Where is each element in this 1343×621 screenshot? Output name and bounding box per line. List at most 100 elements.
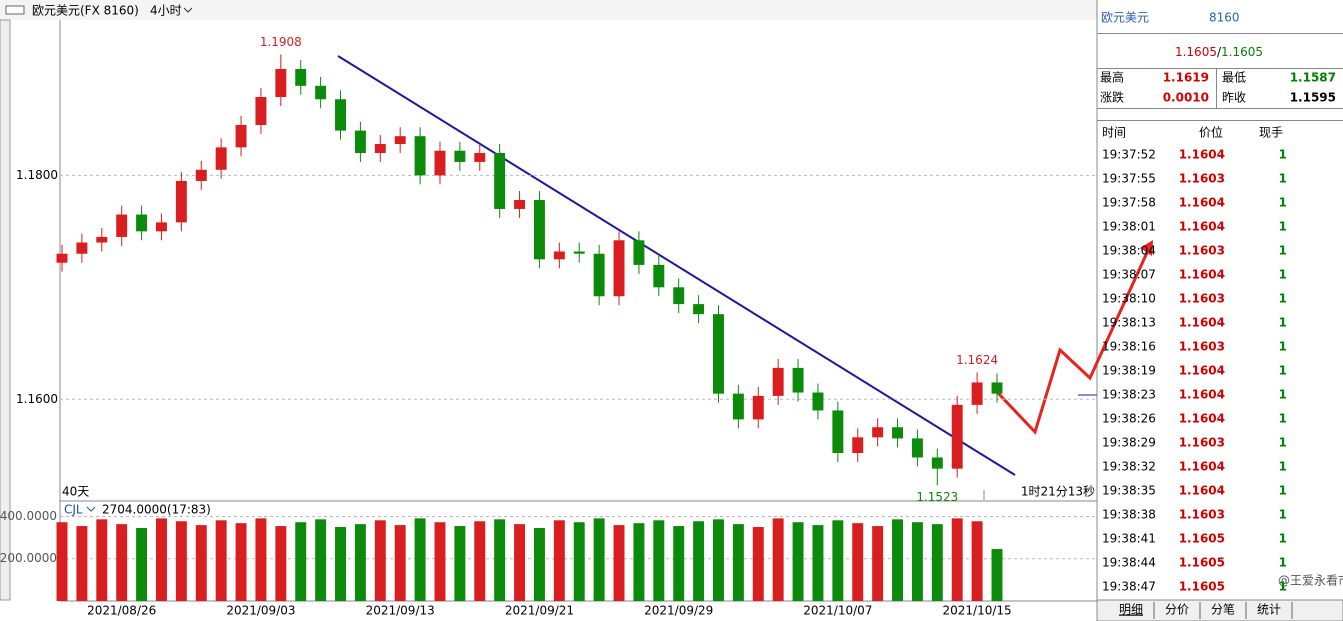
tick-price: 1.1604 bbox=[1179, 196, 1225, 210]
volume-bar bbox=[514, 524, 526, 601]
candle-body bbox=[772, 367, 784, 396]
candle-body bbox=[732, 393, 744, 420]
x-tick-label: 2021/09/21 bbox=[505, 604, 574, 618]
x-tick-label: 2021/10/07 bbox=[803, 604, 872, 618]
quote-code: 8160 bbox=[1209, 11, 1240, 25]
candle-body bbox=[971, 382, 983, 405]
stat-value: 1.1595 bbox=[1290, 91, 1336, 105]
tick-time: 19:38:04 bbox=[1102, 244, 1156, 258]
stat-value: 1.1587 bbox=[1290, 71, 1336, 85]
candle-body bbox=[434, 150, 446, 176]
candle-body bbox=[931, 457, 943, 469]
tick-qty: 1 bbox=[1279, 340, 1287, 354]
volume-bar bbox=[295, 522, 307, 601]
panel-line bbox=[1097, 108, 1343, 109]
candle-body bbox=[713, 314, 724, 394]
dropdown-arrow[interactable] bbox=[86, 506, 96, 512]
tick-time: 19:38:32 bbox=[1102, 460, 1156, 474]
tab[interactable]: 统计 bbox=[1257, 603, 1281, 617]
volume-bar bbox=[573, 522, 585, 601]
tick-qty: 1 bbox=[1279, 484, 1287, 498]
tick-price: 1.1604 bbox=[1179, 148, 1225, 162]
tick-price: 1.1604 bbox=[1179, 484, 1225, 498]
volume-bar bbox=[752, 527, 764, 601]
candle-body bbox=[96, 236, 108, 243]
x-tick-label: 2021/09/03 bbox=[226, 604, 295, 618]
symbol: 欧元美元(FX 8160) bbox=[32, 4, 139, 18]
tab[interactable]: 明细 bbox=[1119, 603, 1143, 617]
period[interactable]: 4小时 bbox=[150, 4, 182, 18]
candle-body bbox=[295, 69, 307, 86]
volume-label[interactable]: CJL bbox=[64, 503, 83, 517]
tick-time: 19:38:07 bbox=[1102, 268, 1156, 282]
volume-bar bbox=[195, 525, 207, 601]
tick-price: 1.1604 bbox=[1179, 412, 1225, 426]
price-part: 1.1605 bbox=[1175, 45, 1217, 59]
candle-body bbox=[195, 169, 207, 181]
x-tick-label: 2021/09/13 bbox=[366, 604, 435, 618]
tick-time: 19:38:26 bbox=[1102, 412, 1156, 426]
x-tick-label: 2021/08/26 bbox=[87, 604, 156, 618]
tick-time: 19:38:44 bbox=[1102, 556, 1156, 570]
candle-body bbox=[991, 382, 1003, 394]
tick-qty: 1 bbox=[1279, 220, 1287, 234]
price-annotation: 1.1523 bbox=[916, 490, 958, 504]
column-header: 时间 bbox=[1102, 126, 1126, 140]
candle-body bbox=[633, 240, 645, 265]
volume-bar bbox=[872, 526, 884, 601]
tick-time: 19:37:55 bbox=[1102, 172, 1156, 186]
candle-body bbox=[175, 180, 187, 223]
candle-body bbox=[872, 427, 884, 438]
volume-bar bbox=[832, 520, 844, 601]
tab[interactable]: 分价 bbox=[1165, 603, 1189, 617]
header-bar bbox=[0, 0, 1097, 20]
candle-body bbox=[136, 214, 148, 232]
countdown: 1时21分13秒 bbox=[1021, 485, 1095, 499]
volume-bar bbox=[991, 549, 1003, 601]
candle-body bbox=[255, 97, 267, 125]
panel-line bbox=[1097, 120, 1343, 121]
tick-price: 1.1603 bbox=[1179, 244, 1225, 258]
tick-time: 19:38:47 bbox=[1102, 580, 1156, 594]
sidebar[interactable] bbox=[0, 19, 11, 601]
tick-time: 19:38:38 bbox=[1102, 508, 1156, 522]
candle-body bbox=[235, 124, 247, 148]
tick-price: 1.1604 bbox=[1179, 268, 1225, 282]
volume-bar bbox=[732, 524, 744, 601]
volume-bar bbox=[713, 519, 724, 601]
column-header: 价位 bbox=[1199, 125, 1223, 140]
volume-bar bbox=[56, 522, 68, 601]
tick-price: 1.1603 bbox=[1179, 436, 1225, 450]
candle-body bbox=[832, 410, 844, 453]
tick-price: 1.1604 bbox=[1179, 220, 1225, 234]
watermark: @王爱永看市 bbox=[1278, 573, 1343, 588]
quote-name: 欧元美元 bbox=[1101, 11, 1149, 25]
stat-value: 0.0010 bbox=[1163, 91, 1209, 105]
price-annotation: 1.1908 bbox=[260, 35, 302, 49]
volume-bar bbox=[593, 518, 605, 601]
candle-body bbox=[911, 438, 923, 458]
tick-qty: 1 bbox=[1279, 196, 1287, 210]
forecast-arrow bbox=[996, 245, 1152, 435]
menu-icon[interactable] bbox=[5, 5, 25, 15]
candle-body bbox=[116, 214, 128, 237]
tick-qty: 1 bbox=[1279, 268, 1287, 282]
tab-bar bbox=[1096, 599, 1343, 621]
volume-bar bbox=[235, 523, 247, 601]
dropdown-arrow[interactable] bbox=[183, 7, 193, 13]
candle-body bbox=[494, 152, 506, 209]
tick-qty: 1 bbox=[1279, 508, 1287, 522]
volume-bar bbox=[76, 526, 88, 601]
volume-bar bbox=[215, 520, 227, 601]
volume-bar bbox=[971, 521, 983, 601]
candle-body bbox=[474, 152, 486, 162]
volume-bar bbox=[633, 523, 645, 601]
tab[interactable]: 分笔 bbox=[1211, 602, 1235, 617]
panel-line bbox=[1097, 33, 1343, 34]
volume-bar bbox=[414, 518, 426, 601]
volume-bar bbox=[852, 523, 864, 601]
volume-bar bbox=[96, 519, 108, 601]
volume-bar bbox=[255, 518, 267, 601]
x-tick-label: 2021/10/15 bbox=[943, 604, 1012, 618]
tick-time: 19:38:10 bbox=[1102, 292, 1156, 306]
